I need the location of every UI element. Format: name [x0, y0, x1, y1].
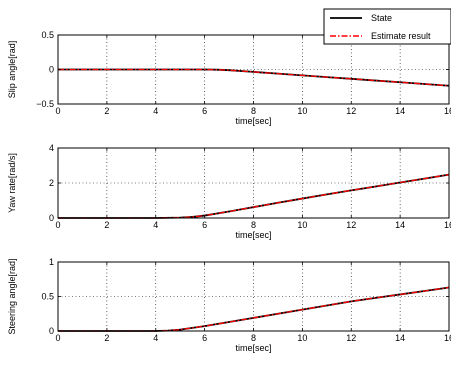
y-tick-label: 0.5	[41, 292, 54, 302]
x-tick-label: 4	[153, 106, 158, 116]
x-axis-label: time[sec]	[235, 343, 271, 353]
legend-box	[323, 8, 451, 45]
y-tick-label: 0.5	[41, 30, 54, 40]
y-tick-label: 2	[49, 178, 54, 188]
series-line-estimate	[58, 68, 450, 87]
y-tick-label: 1	[49, 257, 54, 267]
x-tick-label: 6	[202, 333, 207, 343]
legend-label-state: State	[371, 13, 392, 23]
x-tick-label: 10	[297, 333, 307, 343]
x-tick-label: 4	[153, 220, 158, 230]
x-tick-label: 6	[202, 106, 207, 116]
x-tick-label: 12	[346, 106, 356, 116]
x-axis-label: time[sec]	[235, 230, 271, 240]
y-tick-label: 0	[49, 326, 54, 336]
x-tick-label: 2	[104, 333, 109, 343]
x-tick-label: 14	[395, 333, 405, 343]
x-tick-label: 2	[104, 220, 109, 230]
x-tick-label: 14	[395, 220, 405, 230]
x-tick-label: 0	[55, 333, 60, 343]
y-tick-label: 0	[49, 65, 54, 75]
y-tick-label: 4	[49, 143, 54, 153]
y-tick-label: −0.5	[36, 99, 54, 109]
y-axis-label: Yaw rate[rad/s]	[7, 153, 17, 213]
y-axis-label: Slip angle[rad]	[7, 41, 17, 99]
legend-label-estimate: Estimate result	[371, 31, 431, 41]
x-axis-label: time[sec]	[235, 116, 271, 126]
x-tick-label: 12	[346, 220, 356, 230]
x-tick-label: 10	[297, 220, 307, 230]
x-tick-label: 2	[104, 106, 109, 116]
x-tick-label: 8	[251, 220, 256, 230]
x-tick-label: 0	[55, 106, 60, 116]
x-tick-label: 12	[346, 333, 356, 343]
x-tick-label: 16	[444, 333, 451, 343]
x-tick-label: 4	[153, 333, 158, 343]
x-tick-label: 0	[55, 220, 60, 230]
x-tick-label: 14	[395, 106, 405, 116]
x-tick-label: 10	[297, 106, 307, 116]
legend: State Estimate result	[323, 8, 451, 45]
x-tick-label: 16	[444, 220, 451, 230]
y-axis-label: Steering angle[rad]	[7, 258, 17, 334]
subplot-3: 0 2 4 6 8 10 12 14 16 1 0.5 0 time[sec] Steering angl…	[7, 257, 451, 353]
y-tick-label: 0	[49, 213, 54, 223]
x-tick-label: 16	[444, 106, 451, 116]
x-tick-label: 8	[251, 333, 256, 343]
x-tick-label: 8	[251, 106, 256, 116]
x-tick-label: 6	[202, 220, 207, 230]
subplot-2: 0 2 4 6 8 10 12 14 16 4 2 0 time[sec] Yaw rate[rad/s]	[7, 143, 451, 240]
series-line-estimate	[58, 173, 450, 219]
